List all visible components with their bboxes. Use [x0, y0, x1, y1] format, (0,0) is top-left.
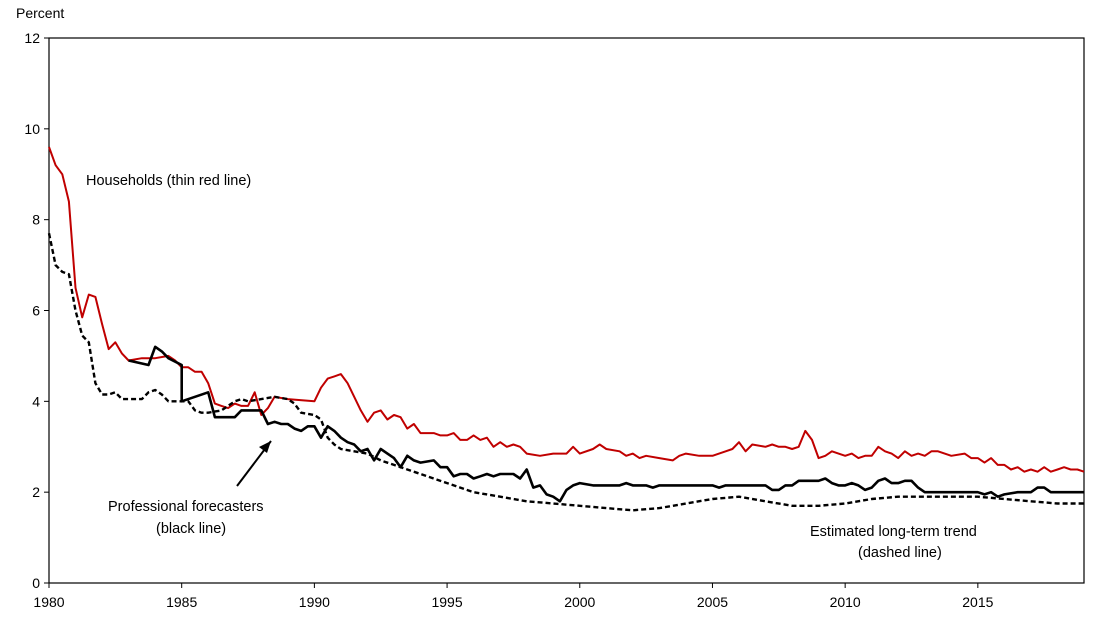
axis-ticks: 0 2 4 6 8 10 12 1980 1985 1990 1995 2000 2005 2010 201…: [24, 30, 993, 610]
series-lines: [47, 146, 1085, 512]
y-tick-label: 2: [32, 484, 40, 500]
households-annotation: Households (thin red line): [86, 173, 251, 189]
x-tick-label: 2000: [564, 594, 595, 610]
trend-annotation-line1: Estimated long-term trend: [810, 524, 977, 540]
x-tick-label: 1985: [166, 594, 197, 610]
annotations: Households (thin red line) Professional …: [86, 173, 977, 561]
trend-series-line: [47, 233, 1084, 512]
y-tick-label: 10: [24, 121, 40, 137]
trend-annotation-line2: (dashed line): [858, 545, 942, 561]
x-tick-label: 2015: [962, 594, 993, 610]
y-tick-label: 6: [32, 303, 40, 319]
x-tick-label: 1995: [431, 594, 462, 610]
forecasters-series-line: [128, 345, 1084, 503]
y-tick-label: 12: [24, 30, 40, 46]
y-tick-label: 0: [32, 575, 40, 591]
y-tick-label: 8: [32, 212, 40, 228]
y-tick-label: 4: [32, 393, 40, 409]
x-tick-label: 1990: [299, 594, 330, 610]
x-tick-label: 2005: [697, 594, 728, 610]
households-series-line: [48, 146, 1085, 473]
x-tick-label: 1980: [33, 594, 64, 610]
y-axis-label: Percent: [16, 5, 64, 21]
x-tick-label: 2010: [830, 594, 861, 610]
forecasters-annotation-line2: (black line): [156, 521, 226, 537]
forecasters-arrow-head: [259, 441, 271, 453]
forecasters-annotation-line1: Professional forecasters: [108, 499, 264, 515]
